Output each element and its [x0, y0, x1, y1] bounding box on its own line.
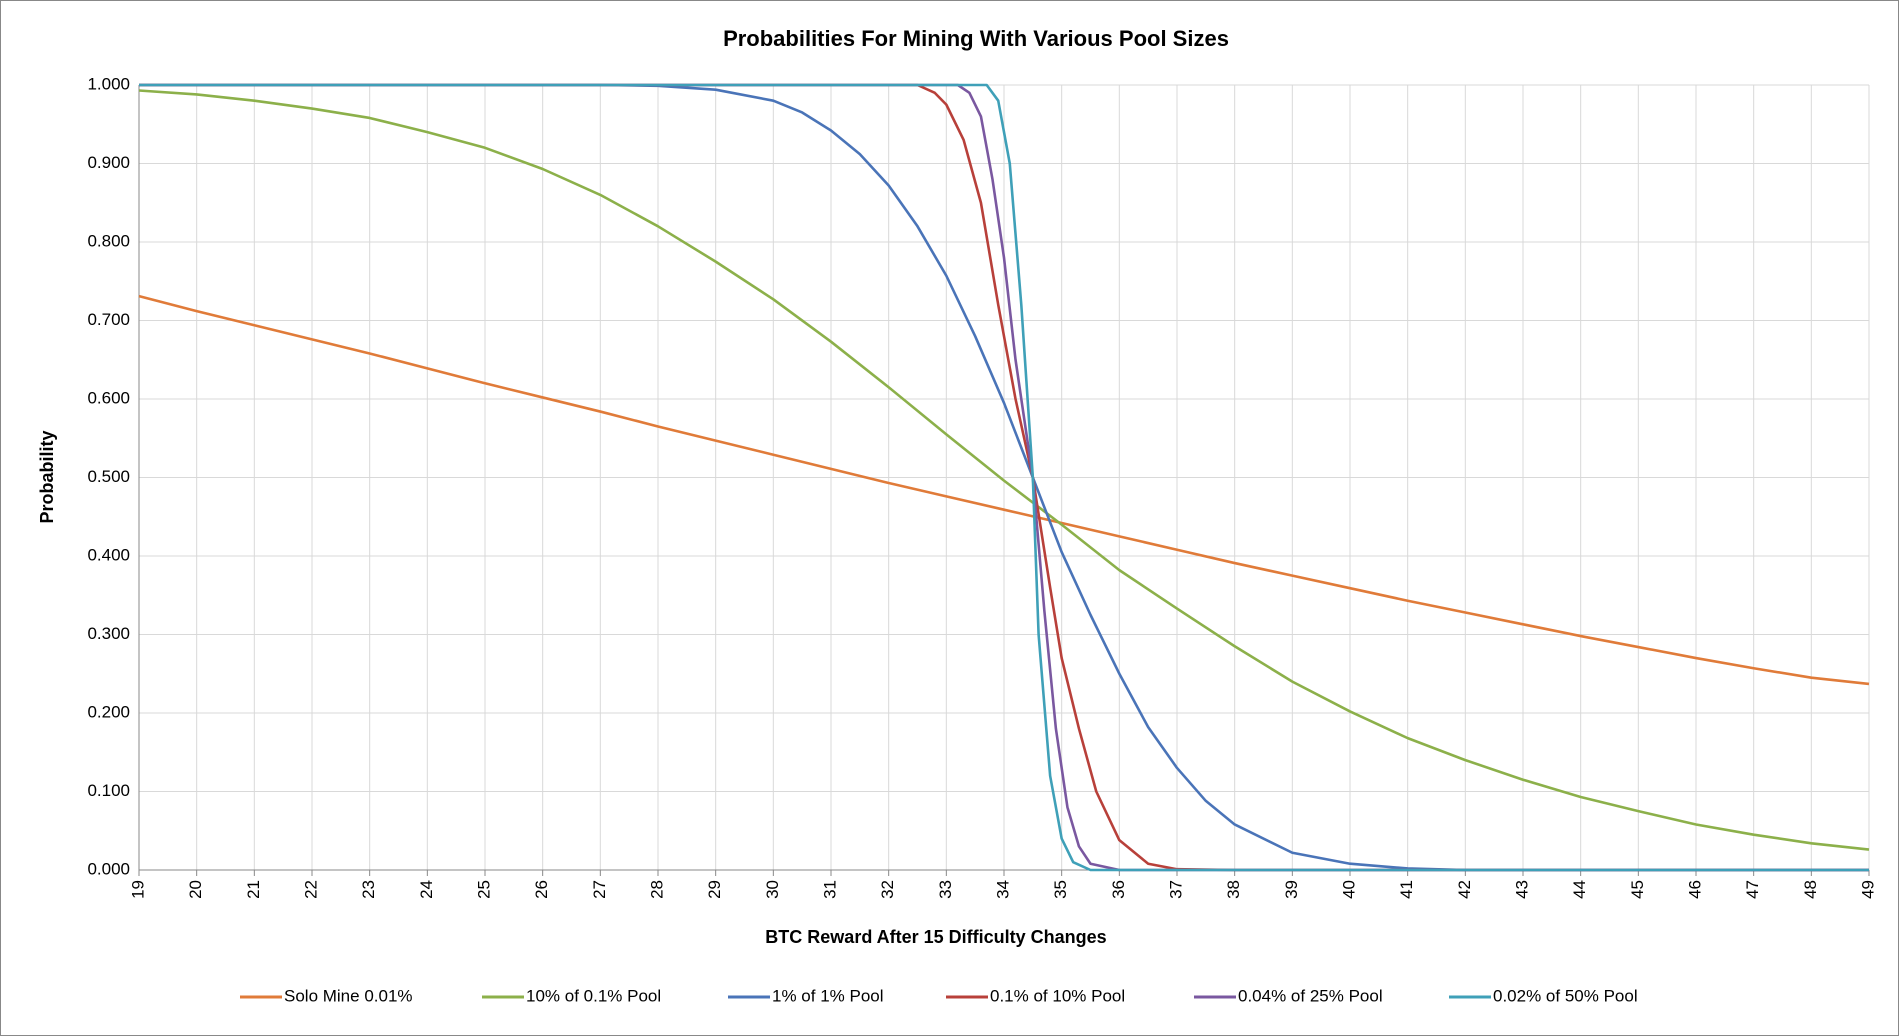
x-tick-label: 46: [1685, 880, 1704, 899]
x-tick-label: 39: [1282, 880, 1301, 899]
x-tick-label: 24: [417, 880, 436, 899]
x-tick-label: 23: [359, 880, 378, 899]
x-tick-label: 32: [878, 880, 897, 899]
chart-title: Probabilities For Mining With Various Po…: [723, 26, 1229, 51]
x-tick-label: 27: [590, 880, 609, 899]
series-line: [138, 294, 1870, 686]
y-tick-label: 0.700: [87, 310, 130, 329]
series-line: [139, 83, 1869, 872]
y-tick-label: 0.500: [87, 467, 130, 486]
x-axis-title: BTC Reward After 15 Difficulty Changes: [765, 927, 1106, 947]
x-tick-label: 22: [301, 880, 320, 899]
x-tick-label: 43: [1512, 880, 1531, 899]
x-tick-label: 29: [705, 880, 724, 899]
y-tick-label: 0.300: [87, 624, 130, 643]
x-tick-label: 48: [1801, 880, 1820, 899]
x-tick-label: 37: [1166, 880, 1185, 899]
series-line: [138, 89, 1870, 851]
x-tick-label: 41: [1397, 880, 1416, 899]
series-line: [139, 83, 1869, 872]
legend-label: 1% of 1% Pool: [772, 986, 884, 1005]
y-axis-title: Probability: [37, 430, 57, 523]
x-tick-label: 19: [128, 880, 147, 899]
y-tick-label: 1.000: [87, 74, 130, 93]
y-tick-label: 0.200: [87, 702, 130, 721]
y-tick-label: 0.900: [87, 153, 130, 172]
legend-label: 0.1% of 10% Pool: [990, 986, 1125, 1005]
x-tick-label: 33: [936, 880, 955, 899]
x-tick-label: 45: [1628, 880, 1647, 899]
series-line: [139, 83, 1869, 872]
x-tick-label: 47: [1743, 880, 1762, 899]
x-tick-label: 35: [1051, 880, 1070, 899]
y-tick-label: 0.800: [87, 231, 130, 250]
x-tick-label: 49: [1858, 880, 1877, 899]
y-tick-label: 0.100: [87, 781, 130, 800]
legend-label: 10% of 0.1% Pool: [526, 986, 661, 1005]
legend-label: 0.02% of 50% Pool: [1493, 986, 1638, 1005]
x-tick-label: 20: [186, 880, 205, 899]
y-tick-label: 0.600: [87, 388, 130, 407]
x-tick-label: 28: [647, 880, 666, 899]
x-tick-label: 38: [1224, 880, 1243, 899]
legend-label: 0.04% of 25% Pool: [1238, 986, 1383, 1005]
x-tick-label: 44: [1570, 880, 1589, 899]
x-tick-label: 40: [1339, 880, 1358, 899]
x-tick-label: 21: [244, 880, 263, 899]
x-tick-label: 34: [993, 880, 1012, 899]
x-tick-label: 30: [763, 880, 782, 899]
x-tick-label: 36: [1109, 880, 1128, 899]
x-tick-label: 42: [1455, 880, 1474, 899]
x-tick-label: 25: [474, 880, 493, 899]
x-tick-label: 26: [532, 880, 551, 899]
x-tick-label: 31: [820, 880, 839, 899]
legend-label: Solo Mine 0.01%: [284, 986, 413, 1005]
y-tick-label: 0.400: [87, 545, 130, 564]
y-tick-label: 0.000: [87, 859, 130, 878]
